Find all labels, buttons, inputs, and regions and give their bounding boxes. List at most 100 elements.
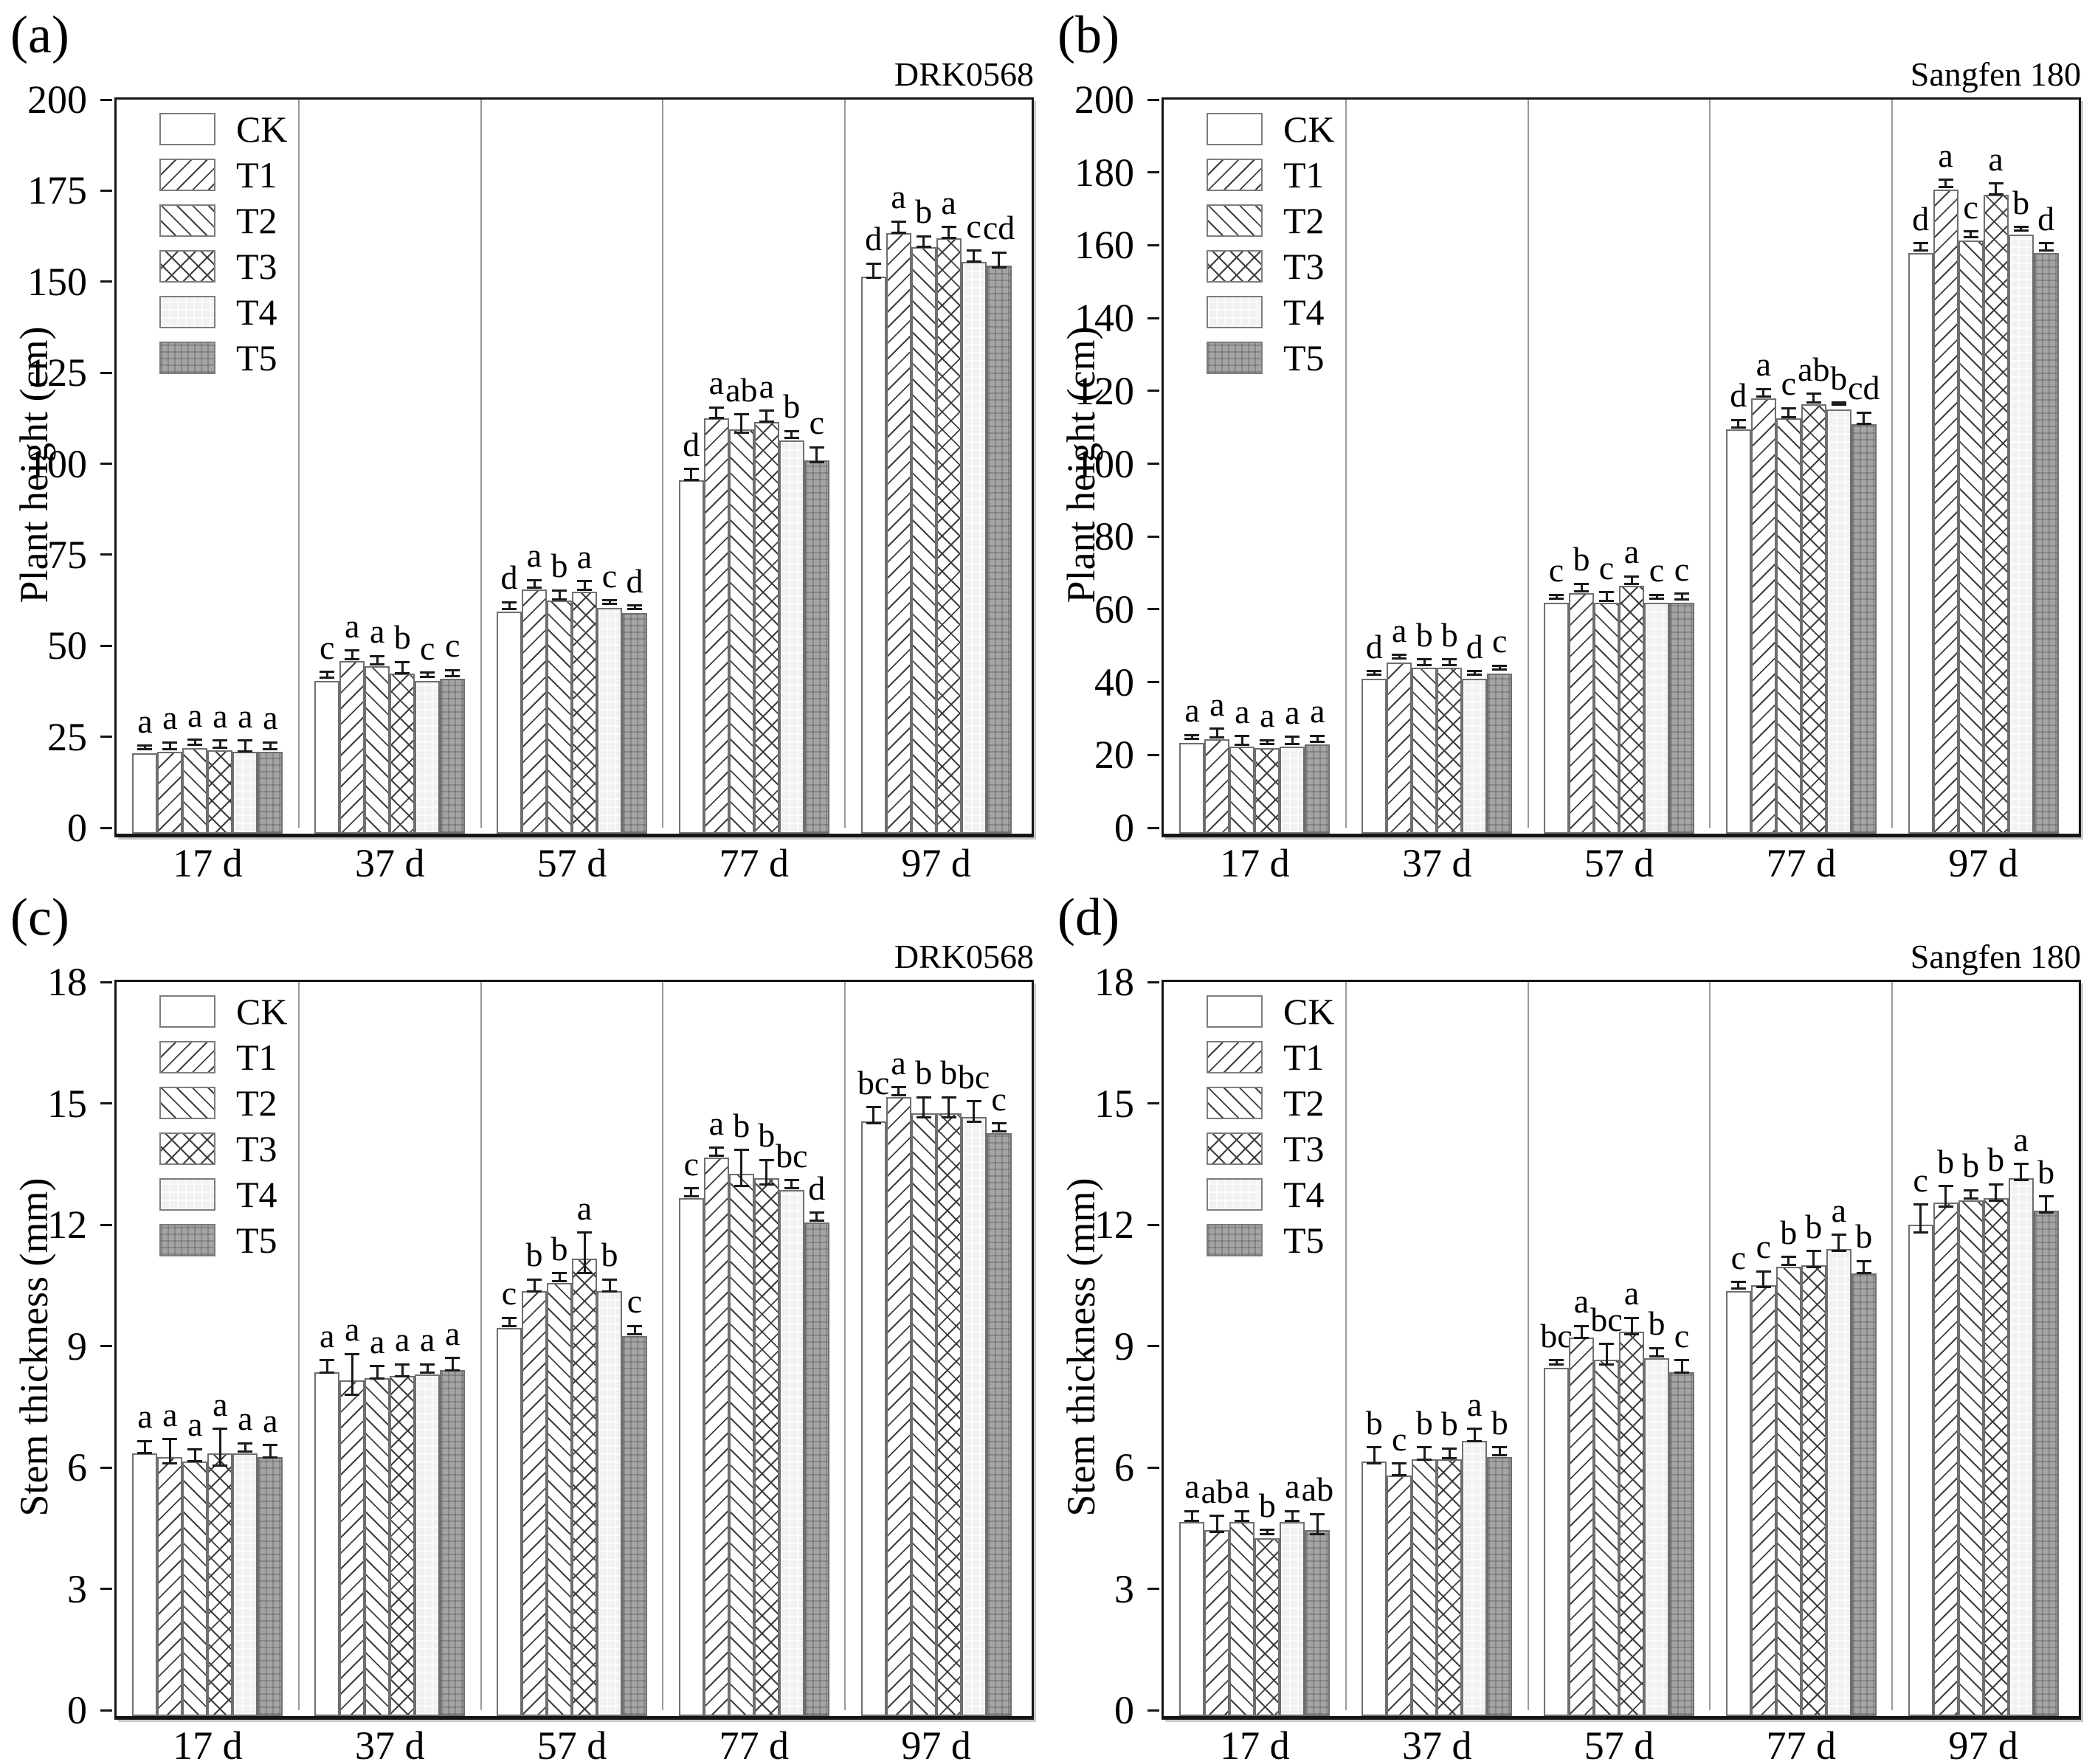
significance-letter: b xyxy=(1365,1403,1383,1442)
error-bar xyxy=(1291,1511,1294,1521)
bar-t5 xyxy=(1851,423,1877,834)
error-bar xyxy=(583,1232,586,1273)
error-bar-cap xyxy=(1392,1462,1407,1465)
error-bar xyxy=(2020,226,2023,231)
group-separator-line xyxy=(1527,982,1529,1710)
error-bar-cap xyxy=(809,1220,824,1222)
legend-swatch-t3 xyxy=(1207,1132,1263,1165)
error-bar xyxy=(351,650,353,660)
bar-t2 xyxy=(547,1283,572,1716)
significance-letter: cd xyxy=(1848,369,1880,407)
error-bar-cap xyxy=(891,1086,906,1089)
significance-letter: a xyxy=(1285,693,1300,731)
y-tick-label: 200 xyxy=(1074,77,1134,122)
error-bar-cap xyxy=(966,1100,981,1103)
y-tick xyxy=(100,1466,112,1469)
error-bar xyxy=(269,1445,272,1458)
error-bar-cap xyxy=(2013,1179,2029,1182)
error-bar xyxy=(790,431,793,438)
error-bar-cap xyxy=(602,1278,617,1281)
bar-t4 xyxy=(1826,1248,1851,1716)
significance-letter: b xyxy=(551,1229,568,1267)
error-bar xyxy=(1787,408,1790,418)
error-bar xyxy=(401,662,404,674)
error-bar-cap xyxy=(1492,1454,1508,1457)
bar-t3 xyxy=(1801,1265,1826,1716)
bar-t3 xyxy=(390,1376,415,1716)
error-bar xyxy=(401,1364,404,1377)
significance-letter: a xyxy=(1623,533,1640,571)
error-bar xyxy=(608,600,611,604)
significance-letter: a xyxy=(891,178,906,216)
y-tick xyxy=(1147,390,1159,392)
error-bar-cap xyxy=(1988,1199,2003,1202)
error-bar-cap xyxy=(1310,740,1325,743)
significance-letter: a xyxy=(369,1322,385,1360)
bar-t5 xyxy=(1487,1457,1513,1716)
error-bar-cap xyxy=(1574,582,1589,585)
x-tick-label: 77 d xyxy=(719,1723,790,1764)
error-bar xyxy=(1498,665,1501,670)
error-bar-cap xyxy=(1649,597,1664,600)
significance-letter: d xyxy=(808,1169,826,1207)
error-bar-cap xyxy=(420,671,435,674)
error-bar xyxy=(168,1439,171,1464)
bar-t2 xyxy=(365,666,390,834)
error-bar xyxy=(1970,1190,1973,1199)
y-tick xyxy=(100,189,112,192)
error-bar-cap xyxy=(1856,1272,1871,1275)
legend-swatch-t5 xyxy=(159,342,215,374)
y-tick-label: 160 xyxy=(1074,223,1134,268)
bar-ck xyxy=(497,1327,522,1716)
bar-t4 xyxy=(597,608,622,834)
significance-letter: a xyxy=(1756,345,1771,384)
y-tick-label: 6 xyxy=(1114,1445,1134,1490)
bar-t2 xyxy=(1775,418,1801,834)
error-bar-cap xyxy=(1831,1250,1846,1253)
error-bar-cap xyxy=(1599,1343,1614,1346)
error-bar-cap xyxy=(1392,1474,1407,1477)
y-tick xyxy=(1147,1588,1159,1590)
error-bar-cap xyxy=(1913,1203,1928,1206)
error-bar-cap xyxy=(1781,1264,1796,1267)
error-bar-cap xyxy=(162,1438,178,1441)
error-bar-cap xyxy=(1417,1458,1432,1461)
bar-t1 xyxy=(1933,189,1958,834)
group-separator-line xyxy=(844,100,846,828)
error-bar-cap xyxy=(1938,1205,1953,1208)
y-tick-label: 0 xyxy=(67,1688,87,1732)
error-bar-cap xyxy=(708,406,724,409)
bar-ck xyxy=(1908,252,1933,834)
bar-ck xyxy=(1725,429,1751,834)
bar-t4 xyxy=(1462,679,1488,834)
y-tick-label: 40 xyxy=(1094,660,1134,705)
error-bar-cap xyxy=(602,1290,617,1293)
significance-letter: b xyxy=(733,1106,750,1144)
significance-letter: b xyxy=(2012,183,2030,221)
error-bar-cap xyxy=(2013,1163,2029,1166)
y-tick xyxy=(1147,980,1159,983)
bar-t2 xyxy=(1412,668,1437,834)
error-bar xyxy=(1655,1348,1658,1357)
legend-label-ck: CK xyxy=(1283,991,1335,1032)
x-tick-label: 77 d xyxy=(1766,841,1837,885)
error-bar-cap xyxy=(1467,1428,1483,1431)
bar-t2 xyxy=(728,1174,754,1716)
error-bar xyxy=(1423,659,1426,665)
significance-letter: b xyxy=(1258,1486,1276,1524)
error-bar-cap xyxy=(162,741,178,744)
significance-letter: c xyxy=(1730,1238,1746,1276)
error-bar-cap xyxy=(1756,395,1771,398)
bar-t1 xyxy=(1204,739,1230,834)
error-bar xyxy=(948,1097,950,1118)
legend-swatch-t4 xyxy=(159,1178,215,1211)
error-bar xyxy=(193,1449,196,1462)
y-tick-label: 150 xyxy=(27,259,87,304)
bar-ck xyxy=(1908,1224,1933,1716)
bar-t3 xyxy=(936,1113,962,1716)
significance-letter: d xyxy=(1466,627,1483,665)
error-bar xyxy=(1473,1428,1476,1442)
legend-label-t1: T1 xyxy=(1283,154,1325,196)
error-bar-cap xyxy=(1730,418,1746,421)
significance-letter: b xyxy=(1937,1142,1955,1180)
